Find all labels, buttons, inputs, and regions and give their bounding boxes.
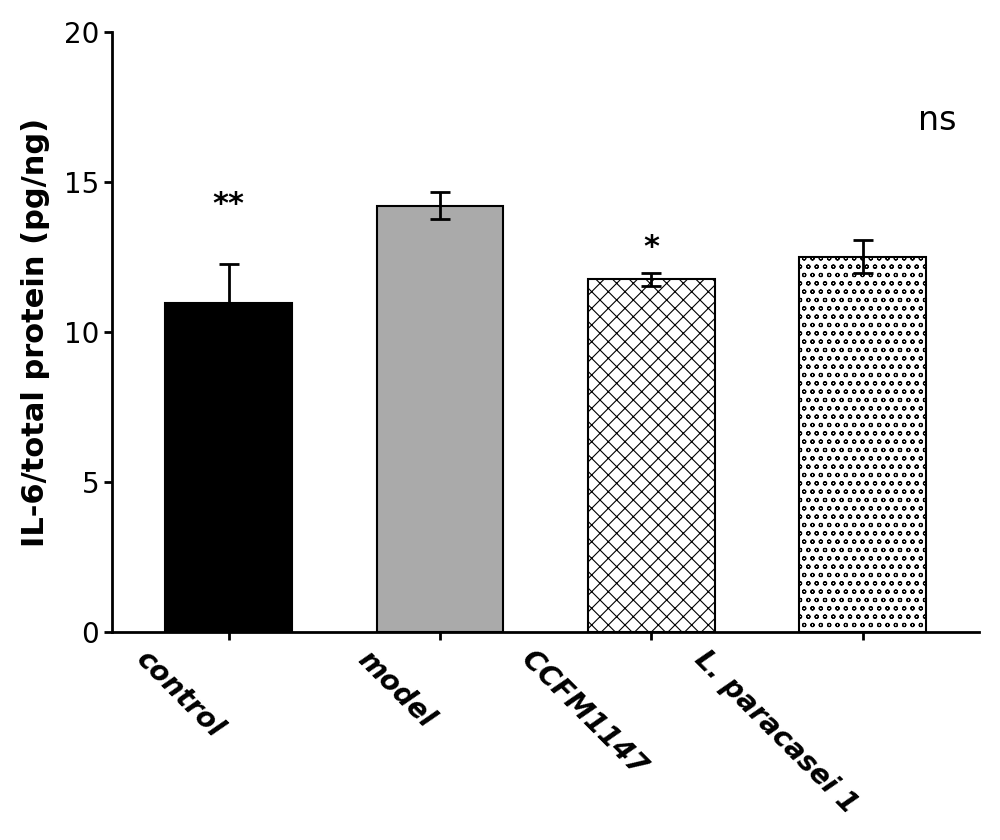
Text: *: * (643, 234, 659, 262)
Bar (588, 280, 715, 633)
Bar (377, 206, 503, 633)
Bar (799, 257, 926, 633)
Text: **: ** (213, 191, 245, 219)
Bar (165, 303, 292, 633)
Text: ns: ns (918, 104, 956, 137)
Y-axis label: IL-6/total protein (pg/ng): IL-6/total protein (pg/ng) (21, 118, 50, 547)
